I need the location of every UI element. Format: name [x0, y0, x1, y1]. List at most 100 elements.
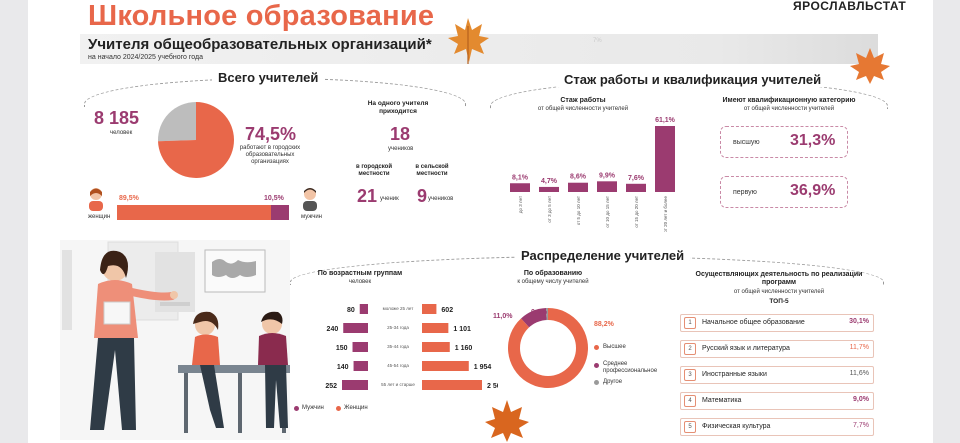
top5-value: 11,7% — [849, 344, 869, 351]
experience-bar — [597, 181, 617, 192]
brand-logo: ЯРОСЛАВЛЬСТАТ — [793, 0, 907, 13]
experience-bar-label: 9,9% — [599, 172, 616, 179]
top5-value: 7,7% — [853, 422, 869, 429]
age-male-value: 240 — [327, 326, 339, 333]
per-teacher-heading: На одного учителя приходится — [367, 100, 429, 115]
qualification-high-label: высшую — [733, 139, 760, 146]
edu-other-legend-dot — [594, 380, 599, 385]
qualification-high-box — [720, 126, 848, 158]
top5-name: Иностранные языки — [702, 371, 767, 378]
top5-name: Математика — [702, 397, 742, 404]
infographic-page: Школьное образование ЯРОСЛАВЛЬСТАТ Учите… — [28, 0, 933, 443]
rural-unit: учеников — [428, 196, 454, 202]
male-teacher-icon — [303, 188, 317, 211]
age-male-bar — [342, 380, 368, 390]
experience-bar — [510, 183, 530, 192]
age-female-value: 2 506 — [487, 383, 498, 390]
age-category-label: 25-34 года — [387, 325, 409, 330]
donut-hole — [520, 320, 576, 376]
qualification-subtitle: от общей численности учителей — [743, 106, 835, 112]
experience-category-label: от 10 до 15 лет — [605, 196, 610, 228]
age-male-bar — [343, 323, 368, 333]
faint-mark: 7% — [593, 38, 602, 44]
experience-bar — [539, 186, 559, 192]
teachers-count: 8 185 — [94, 108, 140, 128]
urban-percent: 74,5% — [245, 124, 297, 144]
top5-rank: 5 — [684, 421, 696, 433]
teachers-count-unit: человек — [110, 130, 133, 136]
age-category-label: моложе 25 лет — [383, 306, 414, 311]
top5-row: 2 Русский язык и литература 11,7% — [680, 340, 874, 358]
top5-title: Осуществляющих деятельность по реализаци… — [695, 271, 863, 287]
education-high-value: 88,2% — [594, 321, 614, 328]
edu-mid-legend: Среднее профессиональное — [603, 361, 658, 374]
top5-subtitle: от общей численности учителей — [733, 289, 825, 295]
rural-value: 9 — [417, 186, 428, 206]
gender-bar-female-fill — [117, 205, 271, 220]
rural-label: в сельской местности — [415, 164, 449, 178]
age-category-label: 35-44 года — [387, 344, 409, 349]
experience-category-label: от 20 лет и более — [663, 196, 668, 232]
age-female-value: 1 160 — [455, 345, 473, 352]
top5-rank: 2 — [684, 343, 696, 355]
female-label: женщин — [88, 214, 111, 220]
experience-bar-label: 8,6% — [570, 174, 587, 181]
female-percent: 89,5% — [119, 195, 139, 202]
top5-row: 4 Математика 9,0% — [680, 392, 874, 410]
male-percent: 10,5% — [264, 195, 284, 202]
section-heading-total: Всего учителей — [212, 70, 325, 85]
urban-value: 21 — [357, 186, 378, 206]
top5-row: 1 Начальное общее образование 30,1% — [680, 314, 874, 332]
experience-chart-subtitle: от общей численности учителей — [537, 106, 629, 112]
age-group-bar-chart: 80 моложе 25 лет 602 240 25-34 года 1 101 150 3… — [325, 304, 498, 390]
experience-bar-label: 8,1% — [512, 174, 529, 181]
age-female-value: 1 101 — [453, 326, 471, 333]
education-title: По образованию — [523, 270, 583, 277]
top5-value: 30,1% — [849, 318, 869, 325]
male-legend-dot — [294, 406, 299, 411]
page-subnote: на начало 2024/2025 учебного года — [88, 54, 203, 61]
experience-bar-chart: 8,1% до 3 лет 4,7% от 3 до 5 лет 8,6% от 5 до… — [510, 117, 676, 232]
maple-leaf-icon — [850, 48, 890, 84]
edu-mid-legend-dot — [594, 363, 599, 368]
experience-category-label: от 3 до 5 лет — [547, 196, 552, 223]
top5-row: 3 Иностранные языки 11,6% — [680, 366, 874, 384]
age-female-bar — [422, 323, 449, 333]
qualification-high-value: 31,3% — [790, 132, 836, 149]
experience-bar — [568, 182, 588, 192]
age-male-value: 140 — [337, 364, 349, 371]
education-subtitle: к общему числу учителей — [517, 279, 589, 285]
age-male-value: 252 — [325, 383, 337, 390]
classroom-illustration — [60, 240, 290, 440]
age-category-label: 45-54 года — [387, 363, 409, 368]
education-donut-chart — [508, 308, 588, 388]
age-female-bar — [422, 361, 469, 371]
gender-bar — [117, 205, 289, 220]
edu-high-legend-dot — [594, 345, 599, 350]
age-male-value: 80 — [347, 307, 355, 314]
urban-unit: ученик — [380, 196, 399, 202]
edu-high-legend: Высшее — [603, 344, 626, 350]
qualification-first-box — [720, 176, 848, 208]
top5-label: ТОП-5 — [769, 298, 789, 305]
age-female-bar — [422, 342, 450, 352]
age-male-bar — [353, 361, 368, 371]
age-female-bar — [422, 304, 437, 314]
age-male-bar — [352, 342, 368, 352]
top5-value: 11,6% — [849, 370, 869, 377]
female-teacher-icon — [89, 188, 103, 211]
per-teacher-total-unit: учеников — [388, 146, 414, 152]
experience-category-label: от 5 до 10 лет — [576, 196, 581, 225]
urban-label: в городской местности — [355, 164, 393, 178]
experience-bar — [655, 126, 675, 192]
top5-list: 1 Начальное общее образование 30,1% 2 Русс… — [680, 314, 874, 436]
maple-leaf-icon — [448, 18, 489, 64]
pie-slice-urban — [158, 102, 234, 178]
urban-note: работают в городских образовательных орг… — [239, 145, 301, 165]
education-mid-value: 11,0% — [493, 313, 513, 320]
experience-category-label: до 3 лет — [518, 196, 523, 213]
top5-name: Начальное общее образование — [702, 319, 805, 326]
section-heading-experience: Стаж работы и квалификация учителей — [558, 72, 828, 87]
age-male-value: 150 — [336, 345, 348, 352]
top5-row: 5 Физическая культура 7,7% — [680, 418, 874, 436]
